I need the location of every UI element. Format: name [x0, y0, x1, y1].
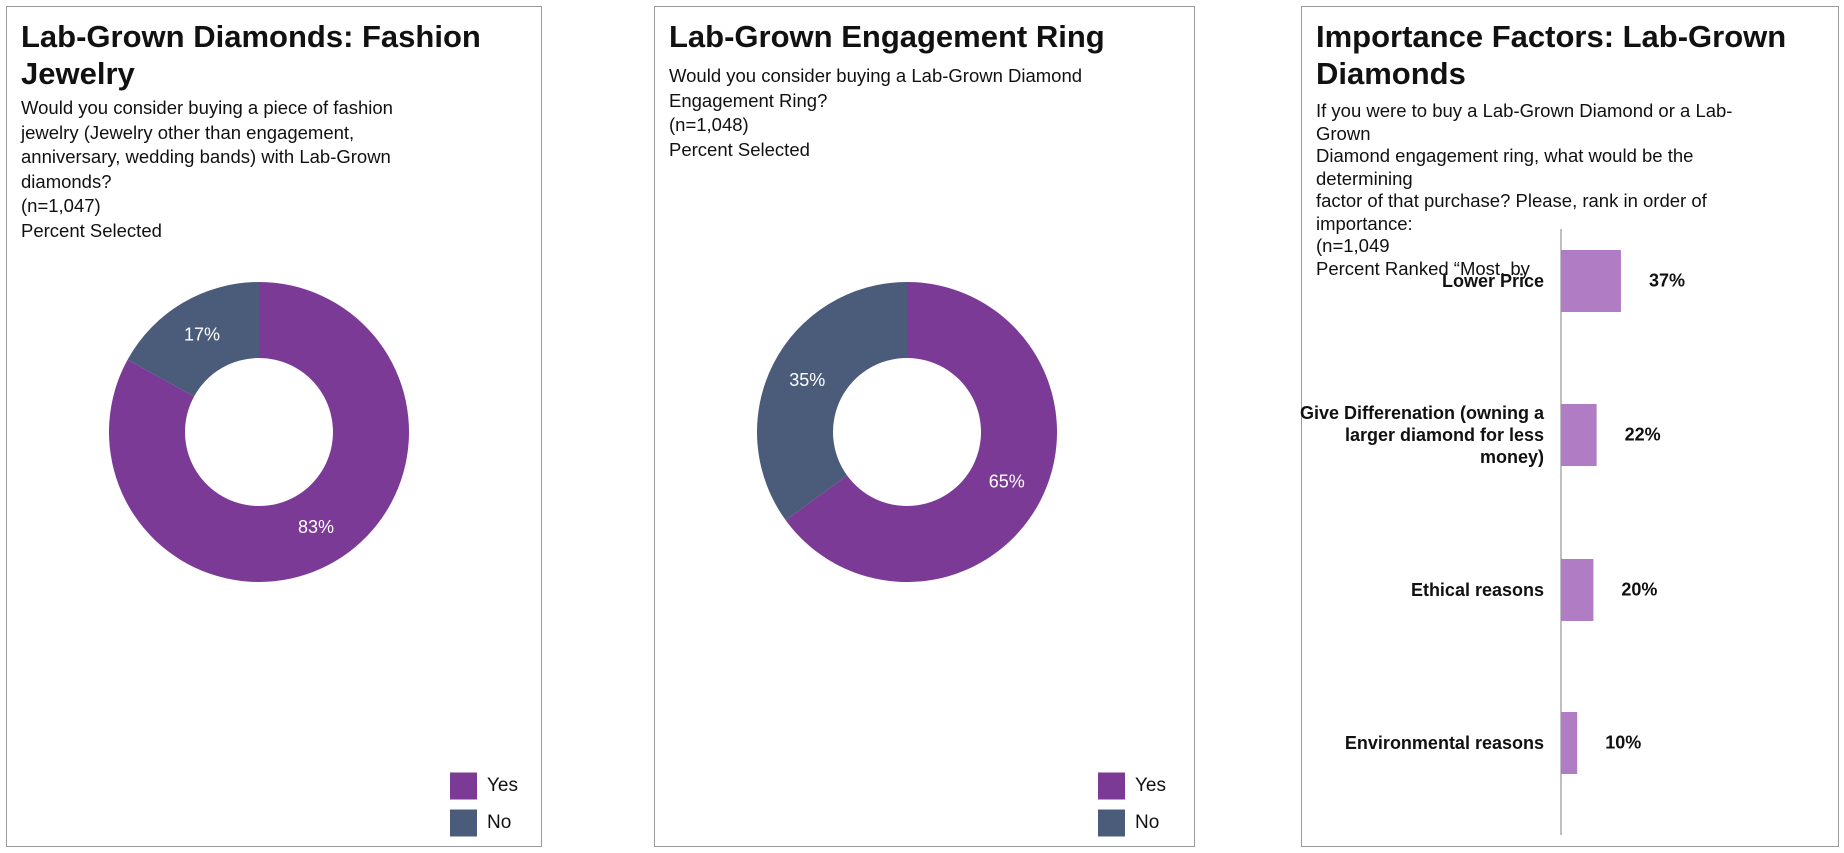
chart-title: Importance Factors: Lab-Grown [1316, 19, 1787, 54]
chart-title: Diamonds [1316, 56, 1466, 91]
legend-label: Yes [487, 775, 518, 796]
donut-slice [785, 282, 1057, 583]
chart-title: Jewelry [21, 56, 135, 91]
category-label: Give Differenation (owning a larger diam… [1299, 403, 1544, 467]
chart-subtitle: (n=1,048) [669, 114, 749, 135]
legend-swatch [450, 772, 477, 800]
chart-subtitle: Engagement Ring? [669, 89, 828, 111]
bar [1561, 250, 1621, 312]
chart-subtitle: importance: [1316, 212, 1413, 234]
chart-title: Lab-Grown Diamonds: Fashion [21, 19, 481, 54]
donut-slice [109, 282, 409, 583]
donut-slice [757, 282, 907, 521]
chart-subtitle: Would you consider buying a piece of fas… [21, 97, 393, 118]
chart-subtitle: Percent Selected [669, 138, 810, 160]
legend-label: No [1135, 812, 1160, 833]
category-label: Ethical reasons [1410, 580, 1544, 600]
category-label: Environmental reasons [1344, 733, 1544, 753]
bar [1561, 559, 1594, 621]
chart-subtitle: If you were to buy a Lab-Grown Diamond o… [1316, 100, 1733, 121]
chart-subtitle: determining [1316, 167, 1413, 189]
chart-subtitle: Grown [1316, 122, 1371, 144]
bar [1561, 404, 1597, 466]
data-label: 17% [184, 324, 220, 344]
chart-subtitle: Percent Selected [21, 219, 162, 241]
panel [654, 6, 1195, 847]
chart-subtitle: diamonds? [21, 170, 112, 192]
data-label: 83% [298, 517, 334, 537]
legend-label: Yes [1135, 775, 1166, 796]
data-label: 35% [789, 370, 825, 390]
legend-swatch [1098, 772, 1125, 800]
chart-subtitle: (n=1,049 [1316, 235, 1390, 256]
data-label: 20% [1621, 579, 1658, 600]
panel [1301, 6, 1839, 847]
chart-subtitle: anniversary, wedding bands) with Lab-Gro… [21, 146, 391, 167]
data-label: 22% [1624, 424, 1661, 445]
donut-slice [127, 282, 259, 397]
legend-label: No [487, 812, 512, 833]
bar [1561, 712, 1578, 774]
chart-subtitle: (n=1,047) [21, 195, 101, 216]
legend-swatch [1098, 809, 1125, 837]
legend-swatch [450, 809, 477, 837]
data-label: 37% [1648, 270, 1685, 291]
chart-subtitle: factor of that purchase? Please, rank in… [1316, 190, 1707, 211]
panel [6, 6, 542, 847]
chart-title: Lab-Grown Engagement Ring [669, 19, 1105, 54]
chart-subtitle: Would you consider buying a Lab-Grown Di… [669, 65, 1083, 86]
chart-subtitle: Diamond engagement ring, what would be t… [1316, 145, 1694, 166]
chart-subtitle: Percent Ranked “Most, by [1316, 257, 1530, 279]
category-label: Lower Price [1441, 271, 1544, 291]
chart-subtitle: jewelry (Jewelry other than engagement, [21, 121, 355, 143]
data-label: 65% [989, 472, 1025, 492]
data-label: 10% [1605, 732, 1642, 753]
